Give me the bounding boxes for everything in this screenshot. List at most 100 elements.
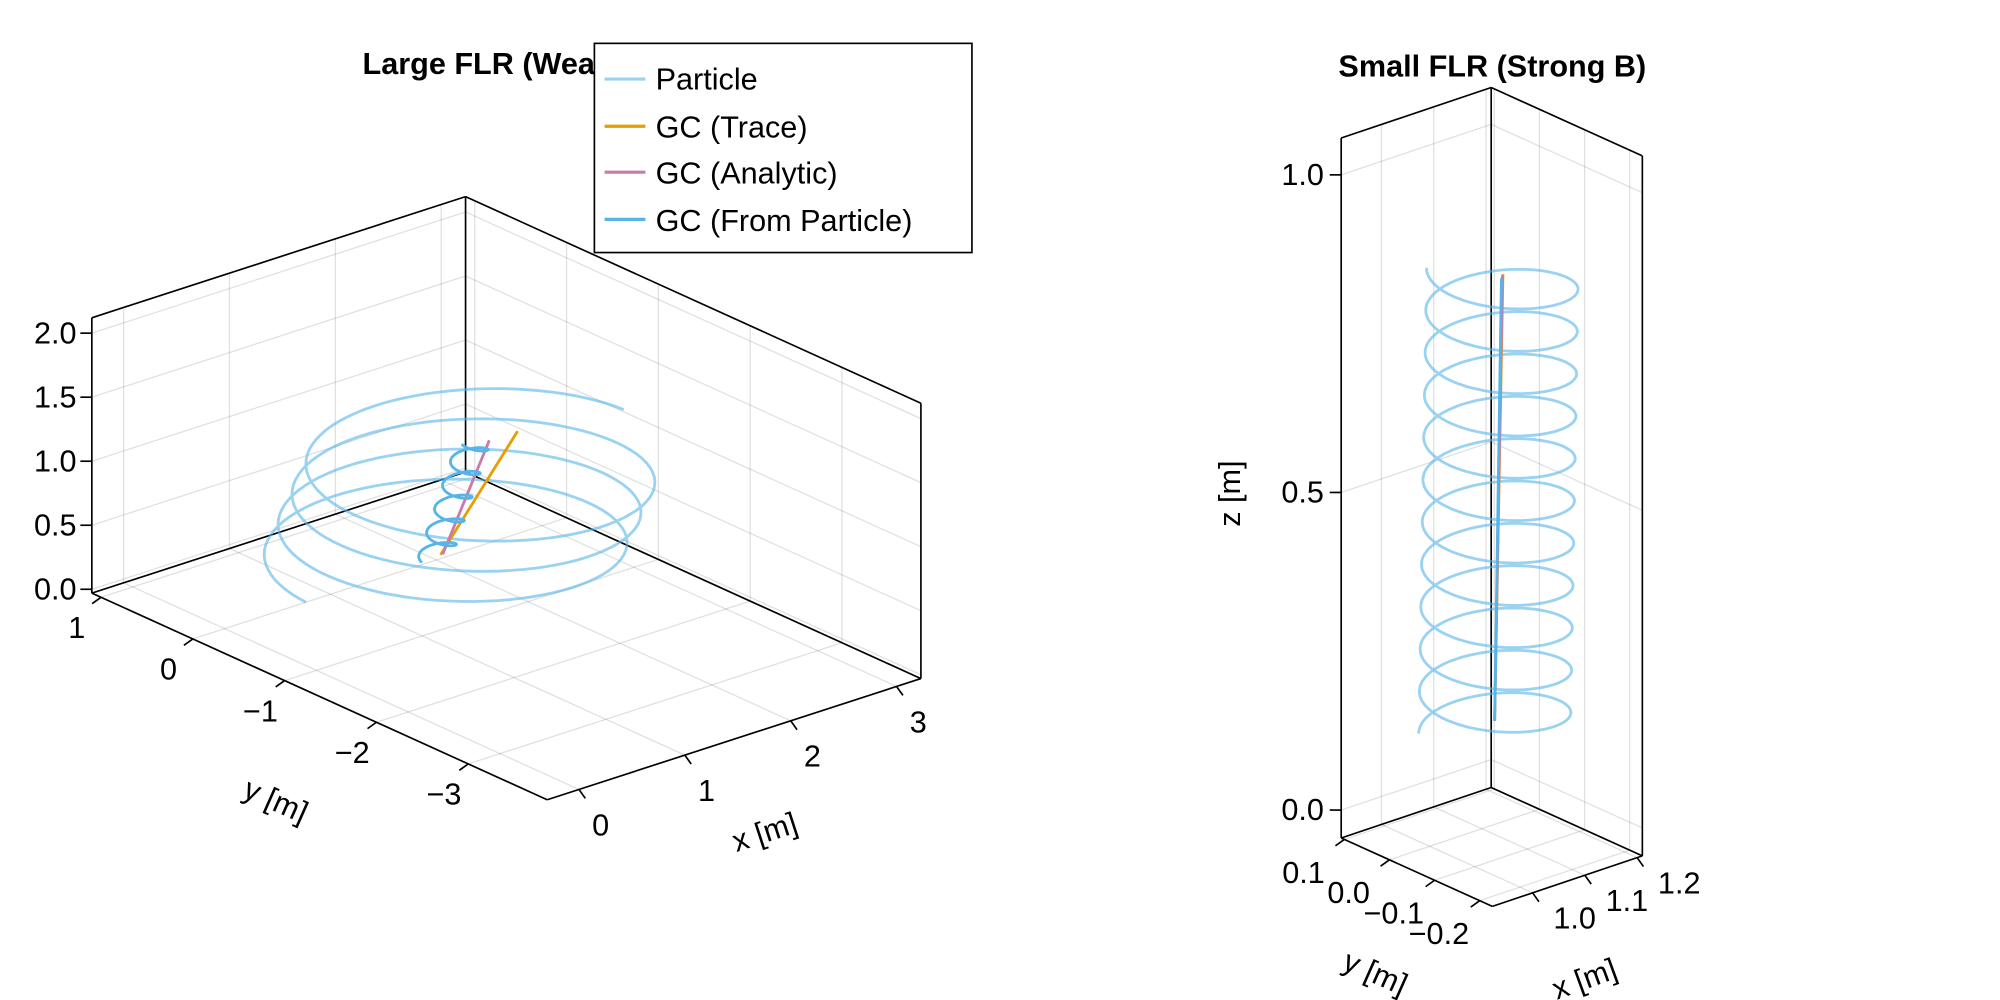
y-tick-label: −3 [427, 778, 462, 812]
y-tick-mark [458, 763, 469, 771]
grid-line-x-floor [1485, 788, 1638, 859]
grid-line-z-wall [1340, 123, 1492, 176]
y-tick-label: 0 [160, 653, 177, 687]
grid-line-z-wall [1340, 758, 1492, 811]
y-tick-mark [275, 679, 286, 688]
grid-line-y-floor [1344, 788, 1495, 841]
x-tick-mark [684, 754, 692, 765]
z-axis-label: z [m] [1213, 460, 1247, 526]
x-axis-label: x [m] [1548, 952, 1622, 1000]
grid-line-y-floor [192, 517, 567, 640]
plot-title: Small FLR (Strong B) [1338, 50, 1646, 84]
z-tick-label: 0.5 [1281, 476, 1324, 510]
grid-line-x-floor [1433, 806, 1586, 876]
grid-line-z-wall [91, 275, 466, 398]
x-tick-label: 0 [592, 808, 609, 842]
z-tick-label: 2.0 [34, 316, 77, 350]
grid-line-y-floor [468, 642, 843, 765]
series-group [1417, 267, 1580, 734]
axis-frame-edge [1340, 786, 1492, 839]
x-axis-label: x [m] [728, 806, 802, 859]
grid-line-z-wall [91, 211, 466, 334]
legend-label-gc-analytic: GC (Analytic) [656, 157, 838, 191]
grid-line-z-wall [91, 339, 466, 462]
x-tick-label: 1.0 [1553, 902, 1596, 936]
axis-frame-edge [1490, 86, 1643, 157]
y-tick-label: −0.2 [1409, 917, 1469, 951]
axis-frame-edge [1340, 837, 1493, 908]
tick-marks: 0.0 0.5 1.0 1.5 2.0 1 0 −1 −2 −3 0 1 2 3 [34, 316, 927, 842]
grid-line-z-wall [465, 275, 922, 484]
axis-frame-edge [465, 195, 922, 404]
grid-line-x-floor [335, 513, 791, 722]
x-tick-label: 3 [910, 705, 927, 739]
plot-small-flr: 0.00.51.00.10.0−0.1−0.2 1.01.11.2 Small F… [1213, 50, 1701, 1000]
axis-frame-edge [546, 677, 922, 801]
x-tick-label: 2 [804, 740, 821, 774]
axis-frame-edge [1340, 86, 1492, 139]
axis-frame-edge [1490, 786, 1643, 857]
axis-frame-edge [91, 592, 548, 801]
x-tick-mark [1636, 857, 1645, 868]
x-tick-mark [790, 720, 798, 731]
axis-frame [91, 195, 922, 801]
grid-line-x-floor [229, 547, 686, 756]
x-tick-mark [578, 788, 587, 799]
grid-line-z-wall [1490, 758, 1643, 829]
z-tick-label: 1.0 [1281, 158, 1324, 192]
y-tick-label: 1 [68, 611, 85, 645]
legend-label-gc-from-particle: GC (From Particle) [656, 204, 913, 238]
x-tick-label: 1.1 [1606, 884, 1649, 918]
y-tick-mark [1425, 879, 1436, 888]
grid-line-z-wall [465, 211, 922, 420]
y-tick-mark [183, 638, 194, 646]
y-axis-label: y [m] [239, 772, 313, 830]
grid-line-x-floor [440, 479, 897, 688]
y-tick-label: −0.1 [1364, 897, 1424, 931]
gridlines [91, 200, 922, 791]
y-tick-label: −1 [243, 694, 278, 728]
grid-line-z-wall [465, 467, 922, 676]
grid-line-z-wall [91, 403, 466, 526]
grid-line-y-floor [1479, 849, 1630, 902]
x-tick-mark [1584, 874, 1592, 885]
z-tick-label: 0.0 [1281, 793, 1324, 827]
legend-label-particle: Particle [656, 62, 758, 96]
x-tick-label: 1.2 [1658, 866, 1701, 900]
grid-line-z-wall [465, 403, 922, 612]
axis-frame-edge [1492, 855, 1643, 908]
series-particle [262, 387, 657, 604]
x-tick-mark [1531, 892, 1540, 903]
grid-line-y-floor [1389, 808, 1540, 861]
grid-line-z-wall [1490, 123, 1643, 194]
grid-line-y-floor [100, 475, 475, 598]
grid-line-z-wall [1340, 441, 1492, 494]
y-tick-mark [367, 721, 377, 730]
z-tick-label: 0.0 [34, 572, 77, 606]
axis-frame-edge [465, 471, 922, 680]
grid-line-z-wall [465, 339, 922, 548]
y-tick-label: −2 [335, 736, 370, 770]
grid-line-x-floor [1381, 823, 1533, 894]
z-tick-label: 1.0 [34, 444, 77, 478]
legend-box [593, 42, 973, 254]
z-tick-label: 0.5 [34, 508, 77, 542]
grid-line-y-floor [284, 558, 659, 682]
tick-marks: 0.00.51.00.10.0−0.1−0.2 1.01.11.2 [1281, 158, 1700, 951]
y-tick-mark [91, 596, 102, 605]
x-tick-mark [895, 685, 904, 696]
y-tick-mark [1380, 859, 1390, 867]
grid-line-x-floor [123, 582, 580, 791]
grid-line-y-floor [1434, 829, 1585, 881]
series-group [262, 387, 657, 604]
grid-line-y-floor [376, 600, 751, 723]
series-particle [1417, 267, 1580, 734]
legend: Particle GC (Trace) GC (Analytic) GC (Fr… [593, 42, 973, 254]
series-gc-trace [439, 430, 519, 556]
z-tick-label: 1.5 [34, 380, 77, 414]
y-tick-mark [1334, 838, 1345, 847]
legend-label-gc-trace: GC (Trace) [656, 111, 808, 145]
y-tick-mark [1470, 899, 1481, 908]
series-gc-from-particle [1493, 278, 1503, 721]
